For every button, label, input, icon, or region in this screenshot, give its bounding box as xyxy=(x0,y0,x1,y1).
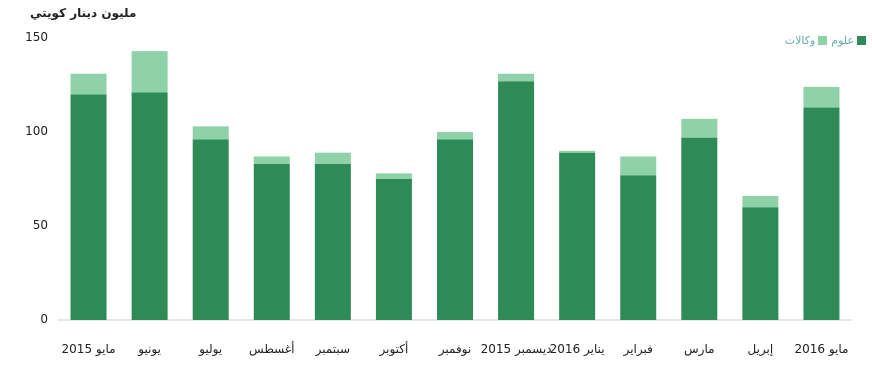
bar-segment-series-2-10 xyxy=(620,156,657,176)
x-tick-label: نوفمبر xyxy=(438,342,472,356)
x-tick-label: يونيو xyxy=(138,342,161,356)
bar-segment-series-1-3 xyxy=(192,139,229,320)
legend-swatch-series-1 xyxy=(857,36,866,45)
bar-segment-series-2-4 xyxy=(253,156,290,164)
x-tick-label: ديسمبر 2015 xyxy=(480,342,552,356)
legend-swatch-series-2 xyxy=(818,36,828,45)
bar-segment-series-2-2 xyxy=(131,51,168,93)
x-tick-label: إبريل xyxy=(747,342,774,356)
y-tick-label: 0 xyxy=(40,312,48,326)
bar-segment-series-1-12 xyxy=(742,207,779,320)
x-tick-label: مارس xyxy=(684,342,715,356)
bar-segment-series-2-3 xyxy=(192,126,229,140)
bar-segment-series-1-2 xyxy=(131,92,168,321)
y-tick-label: 150 xyxy=(25,30,48,44)
bar-segment-series-2-13 xyxy=(803,86,840,108)
x-tick-label: أغسطس xyxy=(249,342,295,356)
bar-segment-series-2-12 xyxy=(742,195,779,208)
legend-item-series-2: وكالات xyxy=(785,34,828,47)
bar-segment-series-1-13 xyxy=(803,107,840,320)
legend-label-series-2: وكالات xyxy=(784,34,816,47)
bar-segment-series-1-8 xyxy=(498,81,535,321)
x-tick-label: مايو 2016 xyxy=(794,342,849,356)
chart-legend: علوم وكالات xyxy=(785,34,866,47)
y-tick-label: 100 xyxy=(25,124,48,138)
bar-segment-series-1-10 xyxy=(620,175,657,320)
x-tick-label: مايو 2015 xyxy=(61,342,116,356)
x-tick-label: يوليو xyxy=(199,342,223,356)
bar-segment-series-1-4 xyxy=(253,163,290,320)
x-tick-label: سبتمبر xyxy=(315,342,351,356)
bar-segment-series-1-6 xyxy=(375,179,412,320)
y-tick-label: 50 xyxy=(32,218,48,232)
bar-segment-series-2-5 xyxy=(314,152,351,164)
y-axis-unit-label: مليون دينار كويتي xyxy=(30,6,137,20)
bar-segment-series-1-1 xyxy=(70,94,107,321)
bar-segment-series-1-11 xyxy=(681,137,718,320)
bar-segment-series-2-8 xyxy=(498,73,535,82)
bar-segment-series-1-7 xyxy=(437,139,473,320)
bar-segment-series-2-1 xyxy=(70,73,107,95)
bar-segment-series-1-5 xyxy=(314,163,351,320)
bar-segment-series-2-11 xyxy=(681,118,718,138)
bar-segment-series-2-7 xyxy=(437,132,473,140)
x-tick-label: فبراير xyxy=(623,342,653,356)
legend-label-series-1: علوم xyxy=(831,34,854,47)
bar-segment-series-2-9 xyxy=(559,150,596,153)
bar-segment-series-2-6 xyxy=(375,173,412,179)
legend-item-series-1: علوم xyxy=(831,34,866,47)
bar-segment-series-1-9 xyxy=(559,152,596,320)
x-tick-label: أكتوبر xyxy=(379,342,409,356)
x-tick-label: يناير 2016 xyxy=(549,342,605,356)
